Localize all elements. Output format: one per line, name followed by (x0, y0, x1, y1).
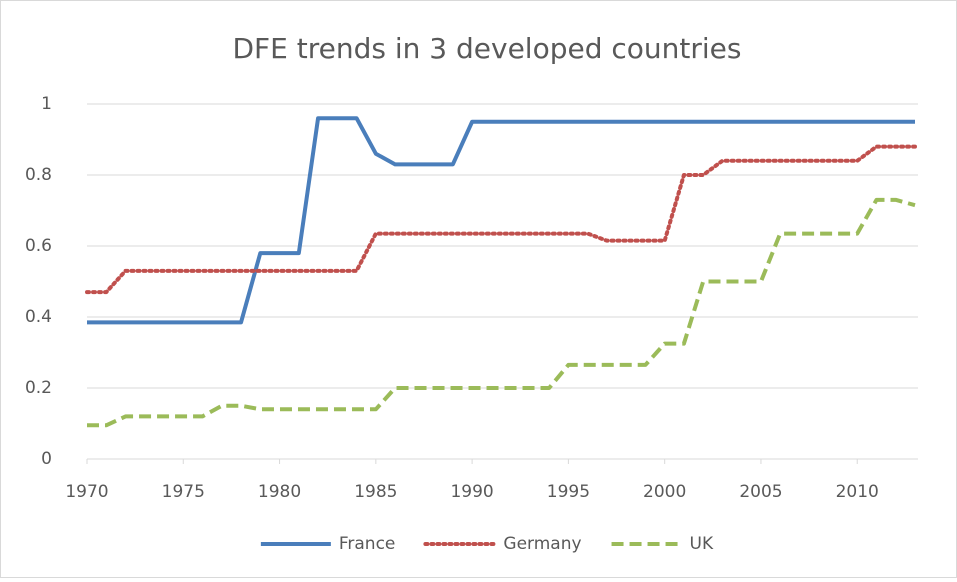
x-tick-label: 1985 (354, 482, 397, 502)
y-tick-label: 0.2 (25, 378, 52, 398)
x-tick-label: 1975 (162, 482, 205, 502)
x-tick-label: 1995 (547, 482, 590, 502)
y-tick-label: 0.8 (25, 165, 52, 185)
y-tick-label: 0.4 (25, 307, 52, 327)
x-tick-label: 2000 (643, 482, 686, 502)
y-tick-label: 1 (41, 94, 52, 114)
x-tick-label: 2010 (836, 482, 879, 502)
y-tick-label: 0.6 (25, 236, 52, 256)
x-tick-label: 1980 (258, 482, 301, 502)
x-tick-label: 2005 (739, 482, 782, 502)
series-line (87, 197, 916, 428)
chart-title: DFE trends in 3 developed countries (233, 32, 742, 65)
legend-label: UK (690, 534, 714, 554)
series-line (87, 116, 915, 325)
x-tick-label: 1970 (65, 482, 108, 502)
series-line (85, 144, 917, 295)
x-tick-label: 1990 (450, 482, 493, 502)
legend-label: Germany (503, 534, 581, 554)
y-tick-label: 0 (41, 449, 52, 469)
legend-label: France (339, 534, 396, 554)
